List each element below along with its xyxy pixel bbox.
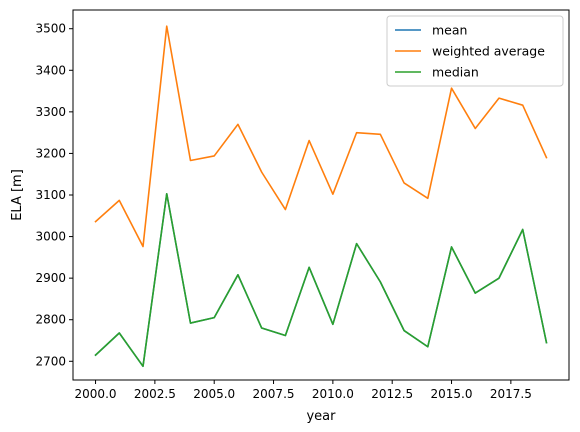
legend-label-weighted-average: weighted average	[432, 44, 545, 59]
y-axis-label: ELA [m]	[10, 169, 25, 221]
y-tick-label: 3300	[35, 105, 66, 119]
x-tick-label: 2005.0	[193, 387, 235, 401]
y-tick-label: 3500	[35, 22, 66, 36]
legend-label-median: median	[432, 65, 479, 80]
y-tick-label: 3200	[35, 146, 66, 160]
x-axis: 2000.0 2002.5 2005.0 2007.5 2010.0 2012.5 2015…	[75, 380, 532, 401]
y-tick-label: 2700	[35, 354, 66, 368]
x-tick-label: 2010.0	[312, 387, 354, 401]
y-tick-label: 2800	[35, 313, 66, 327]
plot-lines	[94, 25, 548, 368]
x-tick-label: 2002.5	[134, 387, 176, 401]
x-tick-label: 2007.5	[253, 387, 295, 401]
x-tick-label: 2012.5	[371, 387, 413, 401]
x-tick-label: 2000.0	[75, 387, 117, 401]
x-axis-label: year	[306, 409, 336, 424]
series-line-median	[94, 192, 548, 368]
series-line-weighted-average	[94, 25, 548, 248]
legend: mean weighted average median	[386, 15, 564, 87]
y-tick-label: 3000	[35, 230, 66, 244]
legend-box	[386, 15, 564, 87]
y-tick-label: 2900	[35, 271, 66, 285]
legend-label-mean: mean	[432, 23, 467, 38]
x-tick-label: 2017.5	[490, 387, 532, 401]
y-tick-label: 3100	[35, 188, 66, 202]
y-axis: 2700 2800 2900 3000 3100 3200 3300 3400 3500	[35, 22, 73, 368]
x-tick-label: 2015.0	[431, 387, 473, 401]
y-tick-label: 3400	[35, 63, 66, 77]
